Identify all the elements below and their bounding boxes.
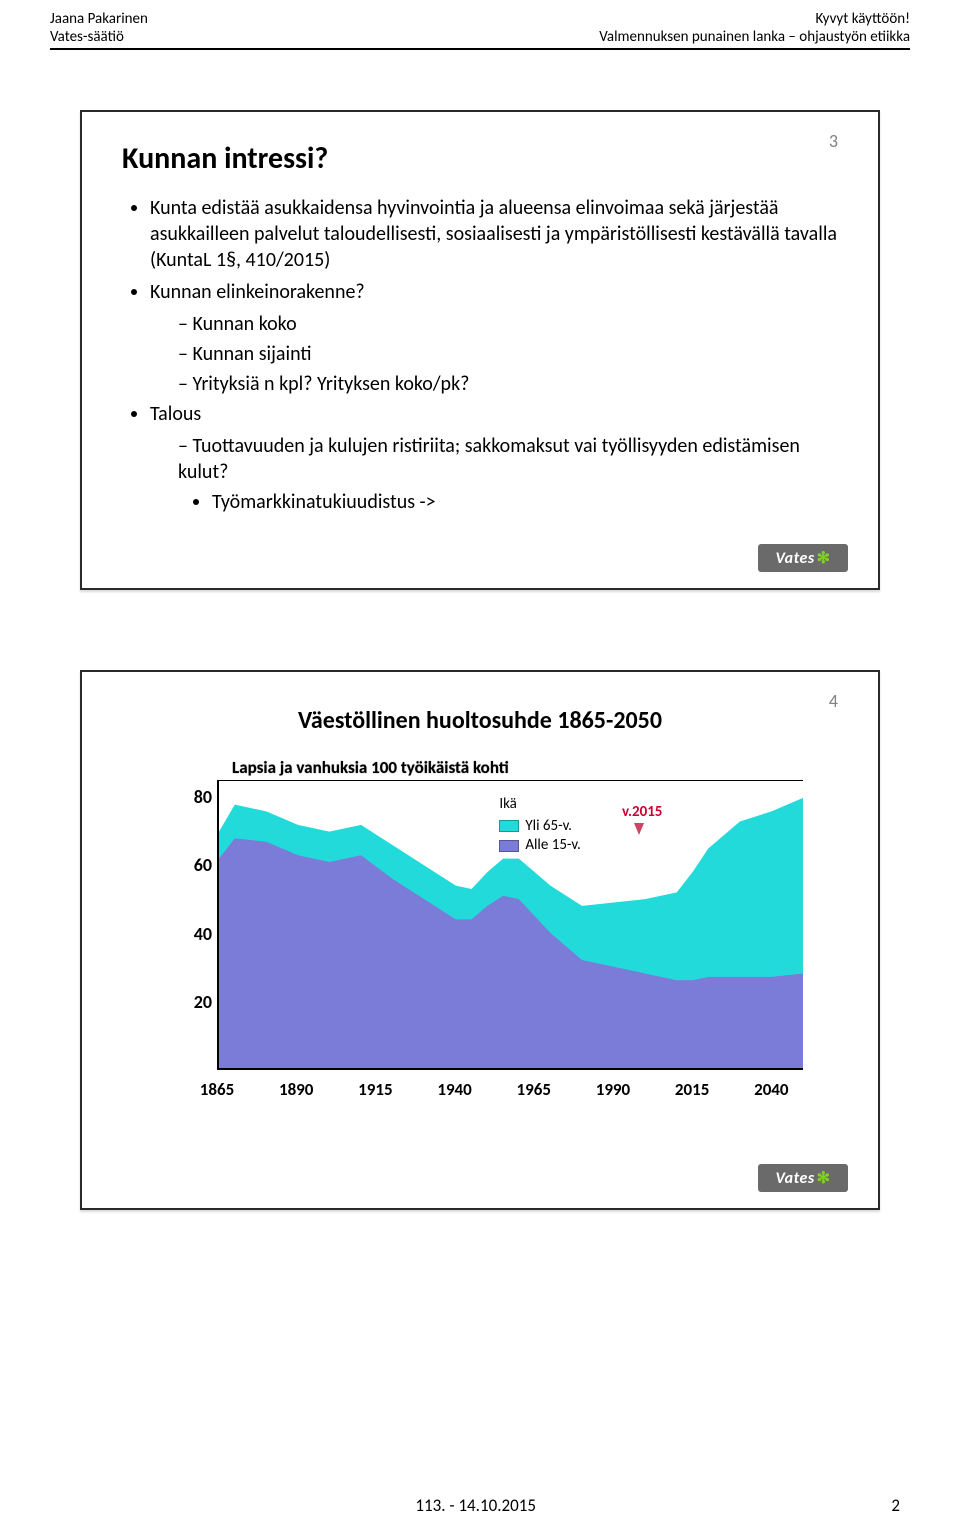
author-name: Jaana Pakarinen: [50, 10, 148, 28]
chart-area: Ikä Yli 65-v. Alle 15-v. v.2015 20406080…: [162, 780, 818, 1100]
bullet-item: Kunnan elinkeinorakenne?: [150, 279, 838, 305]
page-footer: 113. - 14.10.2015 2: [0, 1495, 960, 1516]
legend-item-2: Alle 15-v.: [499, 836, 580, 856]
vates-logo: Vates: [758, 1164, 848, 1192]
x-tick-label: 2040: [754, 1079, 788, 1100]
slide-2: 4 Väestöllinen huoltosuhde 1865-2050 Lap…: [80, 670, 880, 1210]
slide-1: 3 Kunnan intressi? Kunta edistää asukkai…: [80, 110, 880, 590]
header-right-line2: Valmennuksen punainen lanka – ohjaustyön…: [599, 28, 910, 46]
header-right-line1: Kyvyt käyttöön!: [599, 10, 910, 28]
legend-label-1: Yli 65-v.: [525, 817, 572, 837]
slide-title: Kunnan intressi?: [122, 140, 838, 177]
chart-annotation-arrow: [634, 823, 644, 835]
legend-swatch-1: [499, 820, 519, 832]
bullet-item: Työmarkkinatukiuudistus ->: [212, 489, 838, 515]
legend-label-2: Alle 15-v.: [525, 836, 580, 856]
vates-logo: Vates: [758, 544, 848, 572]
footer-page-number: 2: [891, 1495, 900, 1516]
legend-title: Ikä: [499, 795, 580, 815]
x-tick-label: 1990: [596, 1079, 630, 1100]
x-tick-label: 1965: [517, 1079, 551, 1100]
x-tick-label: 1915: [358, 1079, 392, 1100]
header-left: Jaana Pakarinen Vates-säätiö: [50, 10, 148, 46]
x-tick-label: 1940: [437, 1079, 471, 1100]
chart-plot: Ikä Yli 65-v. Alle 15-v. v.2015: [217, 780, 803, 1070]
chart-title: Väestöllinen huoltosuhde 1865-2050: [122, 706, 838, 735]
chart-legend: Ikä Yli 65-v. Alle 15-v.: [499, 795, 580, 856]
slide-number: 3: [829, 130, 838, 152]
footer-center: 113. - 14.10.2015: [415, 1495, 536, 1516]
bullet-item: Kunnan koko: [178, 311, 838, 337]
bullet-item: Kunnan sijainti: [178, 341, 838, 367]
slide-number: 4: [829, 690, 838, 712]
page-header: Jaana Pakarinen Vates-säätiö Kyvyt käytt…: [0, 0, 960, 48]
y-tick-label: 60: [162, 854, 212, 876]
slide-bullets: Kunta edistää asukkaidensa hyvinvointia …: [122, 195, 838, 515]
legend-item-1: Yli 65-v.: [499, 817, 580, 837]
bullet-item: Yrityksiä n kpl? Yrityksen koko/pk?: [178, 371, 838, 397]
y-tick-label: 80: [162, 786, 212, 808]
legend-swatch-2: [499, 840, 519, 852]
chart-subtitle: Lapsia ja vanhuksia 100 työikäistä kohti: [232, 757, 838, 778]
bullet-item: Kunta edistää asukkaidensa hyvinvointia …: [150, 195, 838, 273]
x-tick-label: 1865: [200, 1079, 234, 1100]
bullet-item: Talous: [150, 401, 838, 427]
header-divider: [50, 48, 910, 50]
bullet-item: Tuottavuuden ja kulujen ristiriita; sakk…: [178, 433, 838, 485]
y-tick-label: 40: [162, 923, 212, 945]
author-org: Vates-säätiö: [50, 28, 148, 46]
y-tick-label: 20: [162, 991, 212, 1013]
chart-annotation: v.2015: [622, 803, 662, 821]
header-right: Kyvyt käyttöön! Valmennuksen punainen la…: [599, 10, 910, 46]
x-tick-label: 2015: [675, 1079, 709, 1100]
x-tick-label: 1890: [279, 1079, 313, 1100]
